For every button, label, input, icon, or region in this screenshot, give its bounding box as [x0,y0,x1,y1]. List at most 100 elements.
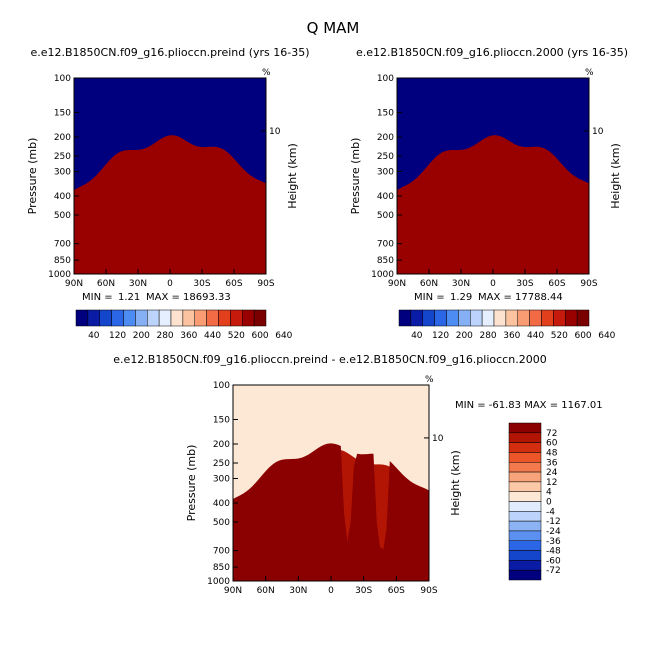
pressure-tick-label: 300 [377,168,394,178]
pressure-tick-label: 250 [54,152,71,162]
latitude-tick-label: 90S [580,279,597,289]
pressure-tick-label: 200 [377,133,394,143]
colorbar-label: 280 [156,331,173,341]
y-axis-label: Pressure (mb) [185,445,198,522]
latitude-tick-label: 60N [97,279,115,289]
colorbar-cell [182,309,195,327]
diff-minmax: MIN = -61.83 MAX = 1167.01 [455,400,603,411]
contour-field [397,78,589,274]
right-min-label: MIN = [414,292,445,303]
latitude-tick-label: 60S [548,279,565,289]
colorbar-label: 0 [546,498,552,508]
pressure-tick-label: 850 [377,256,394,266]
pressure-tick-label: 500 [54,211,71,221]
colorbar-cell [508,569,542,581]
pressure-tick-label: 200 [54,133,71,143]
colorbar-label: -72 [546,566,561,576]
colorbar-label: 60 [546,439,558,449]
colorbar-cell [434,309,447,327]
colorbar-cell [111,309,124,327]
colorbar-label: 200 [133,331,150,341]
colorbar-cell [218,309,231,327]
pressure-tick-label: 400 [54,192,71,202]
colorbar-cell [458,309,471,327]
colorbar-cell [505,309,518,327]
colorbar-cell [230,309,243,327]
colorbar-label: 440 [527,331,544,341]
pressure-tick-label: 100 [54,74,71,84]
latitude-tick-label: 90N [65,279,83,289]
pressure-tick-label: 850 [54,256,71,266]
pressure-tick-label: 700 [213,547,230,557]
colorbar-cell [508,471,542,483]
colorbar-cell [123,309,136,327]
latitude-tick-label: 90N [388,279,406,289]
pressure-tick-label: 400 [377,192,394,202]
height-tick-label: 10 [432,434,444,444]
diff-panel-title: e.e12.B1850CN.f09_g16.plioccn.preind - e… [113,353,546,366]
colorbar-cell [410,309,423,327]
pressure-tick-label: 300 [213,475,230,485]
colorbar-label: -24 [546,527,561,537]
pressure-tick-label: 1000 [48,270,71,280]
pressure-tick-label: 150 [54,109,71,119]
colorbar-cell [446,309,459,327]
latitude-tick-label: 90S [257,279,274,289]
right-max-label: MAX = [478,292,512,303]
latitude-tick-label: 60S [225,279,242,289]
pressure-tick-label: 1000 [371,270,394,280]
colorbar-cell [508,481,542,492]
colorbar-label: 120 [432,331,449,341]
colorbar-label: -12 [546,517,561,527]
colorbar-cell [508,432,542,443]
corner-mark: % [585,68,594,78]
colorbar-cell [553,309,566,327]
latitude-tick-label: 30S [193,279,210,289]
colorbar-cell [508,550,542,561]
left-max-value: 18693.33 [183,292,231,303]
colorbar-cell [541,309,554,327]
colorbar-label: 600 [251,331,268,341]
pressure-tick-label: 150 [213,416,230,426]
colorbar-cell [508,422,542,434]
colorbar-label: 120 [109,331,126,341]
contour-band [74,135,266,274]
colorbar-cell [481,309,495,327]
corner-mark: % [425,375,434,385]
right-min-value: 1.29 [450,292,472,303]
contour-field [233,385,429,581]
latitude-tick-label: 90N [224,586,242,596]
latitude-tick-label: 30S [355,586,372,596]
colorbar-label: 40 [88,331,100,341]
colorbar-label: -36 [546,537,561,547]
right-axis-label: Height (km) [609,143,622,209]
contour-band [397,135,589,274]
height-tick-label: 10 [592,127,604,137]
colorbar-label: 200 [456,331,473,341]
pressure-tick-label: 250 [213,459,230,469]
pressure-tick-label: 200 [213,440,230,450]
colorbar-label: 280 [479,331,496,341]
right-axis-label: Height (km) [449,450,462,516]
y-axis-label: Pressure (mb) [26,138,39,215]
latitude-tick-label: 0 [167,279,173,289]
colorbar-cell [508,462,542,473]
right-max-value: 17788.44 [515,292,563,303]
colorbar-label: 520 [228,331,245,341]
y-axis-label: Pressure (mb) [349,138,362,215]
pressure-tick-label: 150 [377,109,394,119]
contour-band [233,443,429,581]
contour-field [74,78,266,274]
colorbar-label: -48 [546,547,561,557]
right-colorbar: 40 120 200 280 360 440 520 600 640 [398,309,616,341]
left-min-label: MIN = [82,292,113,303]
latitude-tick-label: 60N [257,586,275,596]
pressure-tick-label: 850 [213,563,230,573]
colorbar-cell [508,560,542,571]
colorbar-cell [206,309,219,327]
latitude-tick-label: 30S [516,279,533,289]
